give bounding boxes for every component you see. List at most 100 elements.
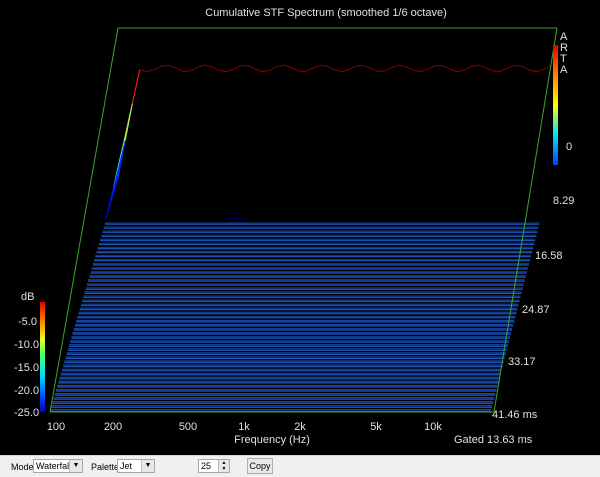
slice-segment (320, 64, 328, 67)
slice-segment (348, 65, 357, 71)
slice-segment (153, 65, 162, 71)
plot-title: Cumulative STF Spectrum (smoothed 1/6 oc… (205, 7, 446, 19)
time-tick-label: 8.29 (553, 195, 574, 207)
copy-button[interactable]: Copy (247, 458, 273, 474)
colorbar-zero-label: 0 (566, 141, 572, 153)
time-tick-label: 33.17 (508, 356, 536, 368)
slice-segment (413, 70, 422, 72)
db-tick-label: -10.0 (14, 339, 39, 351)
slice-segment (312, 64, 321, 69)
waterfall-plot: Cumulative STF Spectrum (smoothed 1/6 oc… (0, 0, 600, 455)
slice-segment (392, 64, 400, 68)
slice-segment (356, 64, 364, 67)
slice-segment (139, 69, 148, 73)
right-color-bar (553, 45, 558, 165)
slice-segment (305, 67, 314, 72)
slice-segment (204, 64, 212, 68)
slice-segment (226, 68, 234, 73)
slice-segment (457, 69, 465, 73)
freq-tick-label: 2k (294, 421, 306, 433)
slice-segment (529, 69, 537, 73)
slice-segment (478, 64, 487, 69)
right-frame-line (493, 27, 558, 413)
slice-segment (233, 65, 241, 70)
palette-label: Palette (91, 462, 120, 472)
slice-segment (211, 66, 220, 71)
spinner-arrows-icon[interactable]: ▲ ▼ (218, 460, 229, 472)
time-tick-label: 16.58 (535, 250, 563, 262)
slice-segment (254, 68, 263, 73)
slice-segment (168, 64, 176, 69)
freq-tick-label: 5k (370, 421, 382, 433)
slice-segment (485, 67, 494, 72)
slice-segment (449, 68, 458, 73)
db-scale-title: dB (21, 291, 34, 303)
freq-tick-label: 10k (424, 421, 442, 433)
freq-tick-label: 500 (179, 421, 197, 433)
waterfall-chart: Cumulative STF Spectrum (smoothed 1/6 oc… (14, 7, 574, 446)
slices-value: 25 (201, 461, 212, 471)
slice-body (118, 65, 551, 180)
mode-label: Mode (11, 462, 34, 472)
slice-segment (175, 67, 184, 72)
slice-segment (117, 140, 126, 179)
slice-segment (420, 68, 429, 72)
palette-select[interactable]: Jet ▼ (117, 459, 155, 473)
slice-segment (500, 67, 508, 72)
slice-segment (197, 64, 205, 68)
slice-segment (290, 67, 299, 72)
slice-segment (124, 103, 133, 141)
slices-stepper[interactable]: 25 ▲ ▼ (198, 459, 230, 473)
slice-segment (131, 69, 141, 104)
freq-tick-label: 200 (104, 421, 122, 433)
slice-segment (428, 65, 436, 70)
waterfall-slices (50, 64, 552, 412)
palette-select-value: Jet (120, 461, 133, 471)
slice-segment (334, 69, 342, 73)
time-tick-label: 24.87 (522, 304, 550, 316)
slice-segment (399, 64, 407, 68)
slice-segment (218, 69, 227, 73)
slice-segment (370, 67, 378, 72)
slice-segment (514, 64, 523, 67)
db-tick-label: -15.0 (14, 362, 39, 374)
gate-info: Gated 13.63 ms (454, 434, 533, 446)
watermark-letter: A (560, 64, 568, 76)
slice-segment (283, 64, 292, 68)
slice-segment (471, 64, 479, 67)
mode-select-value: Waterfall (36, 461, 72, 471)
chevron-down-icon: ▼ (141, 460, 154, 472)
db-tick-label: -25.0 (14, 407, 39, 419)
freq-axis-title: Frequency (Hz) (234, 434, 310, 446)
slice-segment (536, 68, 544, 73)
freq-tick-label: 100 (47, 421, 65, 433)
watermark-letter: T (560, 53, 567, 65)
bottom-toolbar: Mode Waterfall ▼ Palette Jet ▼ 25 ▲ ▼ Cop… (0, 455, 600, 477)
chevron-down-icon: ▼ (69, 460, 82, 472)
left-frame-line (49, 27, 119, 413)
slice-segment (161, 64, 169, 67)
watermark-letter: A (560, 31, 568, 43)
slice-segment (521, 65, 530, 71)
slice-segment (543, 65, 552, 70)
slice-segment (442, 65, 451, 70)
time-tick-label: 41.46 ms (492, 409, 538, 421)
mode-select[interactable]: Waterfall ▼ (33, 459, 83, 473)
freq-tick-label: 1k (238, 421, 250, 433)
slice-segment (189, 67, 198, 72)
watermark-letter: R (560, 42, 568, 54)
slice-segment (276, 64, 285, 68)
db-color-scale (40, 302, 45, 412)
slice-segment (262, 69, 270, 73)
slice-segment (327, 65, 335, 71)
slice-segment (146, 69, 155, 73)
slice-segment (464, 66, 472, 71)
slice-segment (384, 66, 393, 72)
slice-segment (507, 64, 516, 69)
db-tick-label: -20.0 (14, 385, 39, 397)
slice-segment (406, 66, 415, 71)
slice-segment (341, 69, 350, 73)
db-tick-label: -5.0 (18, 316, 37, 328)
slice-segment (363, 64, 371, 69)
slice-segment (269, 66, 278, 71)
